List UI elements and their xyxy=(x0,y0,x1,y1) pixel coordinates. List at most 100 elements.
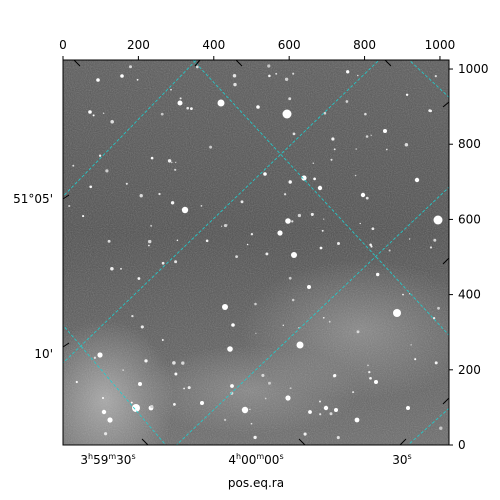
star xyxy=(136,78,139,81)
star xyxy=(414,177,420,183)
star xyxy=(101,409,107,415)
star xyxy=(291,220,294,223)
star xyxy=(98,154,102,157)
star xyxy=(220,225,223,227)
star xyxy=(301,175,307,181)
star xyxy=(253,435,257,440)
star xyxy=(105,169,109,173)
star xyxy=(313,177,316,181)
world-tick xyxy=(62,342,70,348)
star xyxy=(256,105,260,109)
star xyxy=(371,227,375,231)
star xyxy=(110,267,114,271)
star xyxy=(352,391,355,394)
star xyxy=(120,74,124,78)
star xyxy=(369,243,372,246)
star xyxy=(319,400,321,403)
star xyxy=(176,239,179,242)
star-field xyxy=(68,64,443,440)
star xyxy=(174,372,178,376)
star xyxy=(365,135,369,138)
x-pixel-tick-label: 600 xyxy=(278,38,301,52)
star xyxy=(250,422,253,425)
star xyxy=(291,252,297,258)
star xyxy=(223,418,227,422)
world-tick xyxy=(73,59,81,67)
star xyxy=(246,243,249,246)
star xyxy=(72,164,75,167)
star xyxy=(93,356,97,359)
world-tick xyxy=(384,59,392,67)
star xyxy=(181,361,185,365)
star xyxy=(434,361,438,365)
star xyxy=(217,99,225,107)
star xyxy=(97,352,103,358)
star xyxy=(393,309,401,317)
star xyxy=(356,330,360,334)
star xyxy=(263,172,267,176)
star xyxy=(330,158,333,161)
grid-line xyxy=(63,60,380,364)
star xyxy=(283,193,287,196)
grid-line xyxy=(63,60,197,198)
world-tick xyxy=(442,257,450,265)
star xyxy=(173,403,176,406)
star xyxy=(433,215,443,225)
star xyxy=(195,65,199,69)
x-pixel-tick-label: 0 xyxy=(59,38,67,52)
star xyxy=(130,401,133,404)
star xyxy=(303,432,307,436)
star xyxy=(319,246,323,250)
star xyxy=(268,74,271,78)
star xyxy=(406,406,410,410)
star xyxy=(333,373,337,378)
y-pixel-tick-label: 800 xyxy=(458,137,481,151)
star xyxy=(101,396,105,400)
star xyxy=(187,386,191,390)
star xyxy=(275,72,278,75)
star xyxy=(102,112,105,115)
star xyxy=(170,201,175,205)
world-tick xyxy=(442,397,450,405)
star xyxy=(404,143,409,147)
star xyxy=(158,192,161,196)
star xyxy=(405,93,409,97)
star xyxy=(385,148,388,151)
star xyxy=(107,239,111,243)
star xyxy=(227,346,233,352)
star xyxy=(437,306,440,310)
star xyxy=(414,358,417,361)
star xyxy=(286,396,289,399)
star xyxy=(322,316,325,319)
y-pixel-tick-label: 600 xyxy=(458,212,481,226)
star xyxy=(222,304,228,310)
star xyxy=(241,406,249,414)
star xyxy=(282,109,292,119)
star xyxy=(174,260,178,264)
star xyxy=(179,97,182,100)
star xyxy=(265,252,269,256)
star xyxy=(355,148,357,150)
star xyxy=(230,391,234,395)
star xyxy=(96,78,100,82)
star xyxy=(334,408,338,412)
star xyxy=(323,405,329,411)
world-coordinate-ticks xyxy=(62,59,450,446)
y-pixel-tick-label: 400 xyxy=(458,288,481,302)
star xyxy=(433,238,437,242)
star xyxy=(333,148,336,151)
star xyxy=(312,162,315,164)
star xyxy=(233,82,237,87)
ra-tick-label-2: 4h00m00s xyxy=(228,452,283,467)
world-tick xyxy=(62,194,70,200)
star xyxy=(369,376,372,380)
star xyxy=(183,387,185,390)
star xyxy=(171,161,173,164)
star xyxy=(175,161,177,164)
star xyxy=(137,277,141,280)
plot-frame xyxy=(62,59,450,446)
star xyxy=(346,70,350,74)
star xyxy=(323,111,327,115)
